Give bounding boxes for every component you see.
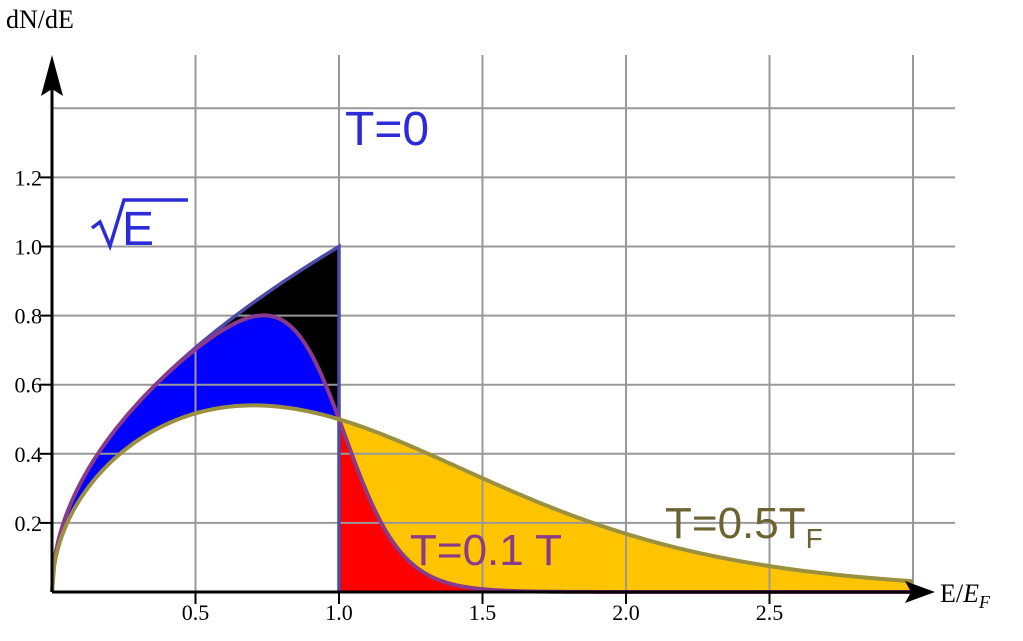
- sqrt-symbol: [90, 198, 188, 252]
- fill-black-region: [52, 246, 339, 592]
- grid-lines: [52, 55, 955, 592]
- y-axis-label: dN/dE: [6, 5, 74, 34]
- x-tick-label: 2.5: [756, 600, 784, 625]
- y-axis-arrow: [41, 55, 63, 96]
- sqrt-e-label: E: [90, 198, 188, 256]
- y-tick-label: 0.6: [15, 373, 43, 398]
- tick-labels: 0.5 1.0 1.5 2.0 2.5 0.2 0.4 0.6 0.8 1.0 1.2: [15, 165, 784, 625]
- y-tick-label: 0.2: [15, 511, 43, 536]
- x-axis-arrow: [905, 581, 935, 603]
- x-axis-label: E/EF: [940, 579, 991, 612]
- t0-label: T=0: [345, 103, 429, 156]
- y-tick-label: 0.8: [15, 304, 43, 329]
- sqrt-e-text: E: [122, 203, 154, 256]
- t05-label: T=0.5TF: [665, 499, 823, 554]
- curve-t05: [50, 403, 914, 593]
- y-tick-label: 1.0: [15, 235, 43, 260]
- x-tick-label: 1.5: [469, 600, 497, 625]
- t01-label: T=0.1 T: [410, 526, 562, 575]
- y-tick-label: 1.2: [15, 165, 43, 190]
- x-tick-label: 2.0: [612, 600, 640, 625]
- y-tick-label: 0.4: [15, 442, 43, 467]
- x-tick-label: 0.5: [182, 600, 210, 625]
- fill-red-region: [339, 419, 913, 592]
- x-tick-label: 1.0: [325, 600, 353, 625]
